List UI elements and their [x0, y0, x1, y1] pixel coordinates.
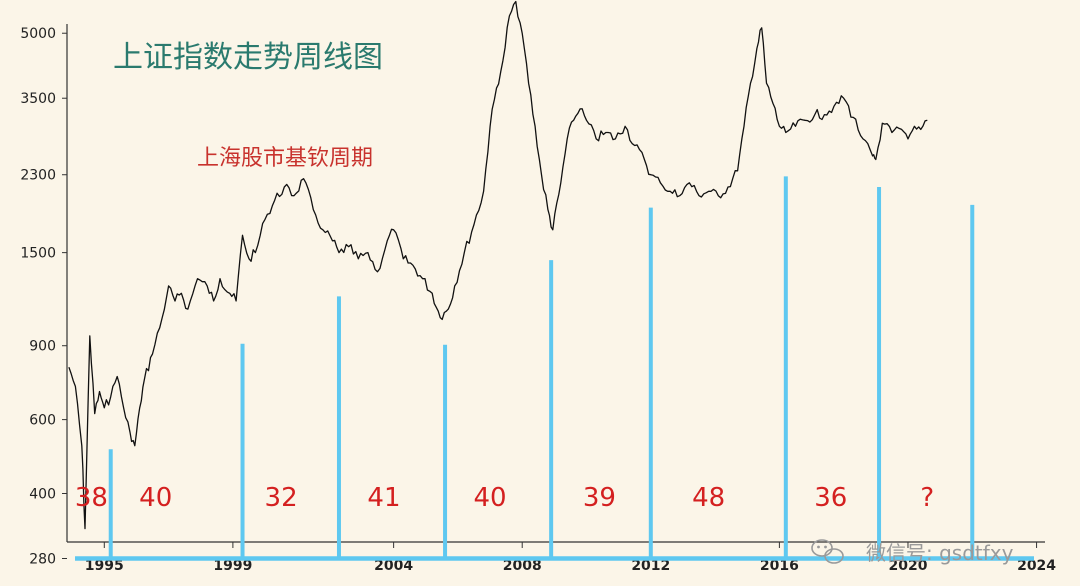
x-tick-label: 2024 [1017, 558, 1056, 574]
x-tick-label: 2012 [631, 558, 670, 574]
axes [66, 24, 1045, 543]
y-tick-label: 400 [29, 486, 56, 502]
cycle-labels: 38 40 32 41 40 39 48 36? [75, 483, 934, 513]
cycle-label: 36 [814, 483, 847, 513]
cycle-markers [108, 176, 975, 559]
cycle-label: ? [920, 483, 934, 513]
cycle-label: 39 [583, 483, 616, 513]
wechat-icon [811, 539, 844, 564]
watermark-text: 微信号: gsdtfxy [866, 541, 1014, 565]
y-tick-label: 3500 [20, 91, 56, 107]
cycle-label: 32 [265, 483, 298, 513]
x-tick-label: 1995 [85, 558, 124, 574]
y-tick-label: 900 [29, 339, 56, 355]
index-price-line [68, 0, 928, 530]
cycle-label: 40 [139, 483, 172, 513]
y-tick-label: 2300 [20, 168, 56, 184]
x-tick-label: 2008 [503, 558, 542, 574]
x-tick-label: 1999 [213, 558, 252, 574]
chart-title: 上证指数走势周线图 [113, 40, 383, 75]
y-tick-label: 280 [29, 551, 56, 567]
y-ticks: 280 400 600 900 1500 2300 3500 5000 [20, 26, 67, 567]
y-tick-label: 5000 [20, 26, 56, 42]
cycle-label: 38 [75, 483, 108, 513]
x-ticks: 1995 1999 2004 2008 2012 2016 2020 2024 [85, 542, 1056, 574]
x-tick-label: 2016 [760, 558, 799, 574]
y-tick-label: 600 [29, 413, 56, 429]
chart-subtitle: 上海股市基钦周期 [197, 146, 373, 171]
cycle-label: 40 [474, 483, 507, 513]
cycle-label: 48 [692, 483, 725, 513]
x-tick-label: 2004 [374, 558, 413, 574]
watermark: 微信号: gsdtfxy [811, 539, 1014, 565]
x-tick-label: 2020 [888, 558, 927, 574]
cycle-label: 41 [367, 483, 400, 513]
y-tick-label: 1500 [20, 246, 56, 262]
